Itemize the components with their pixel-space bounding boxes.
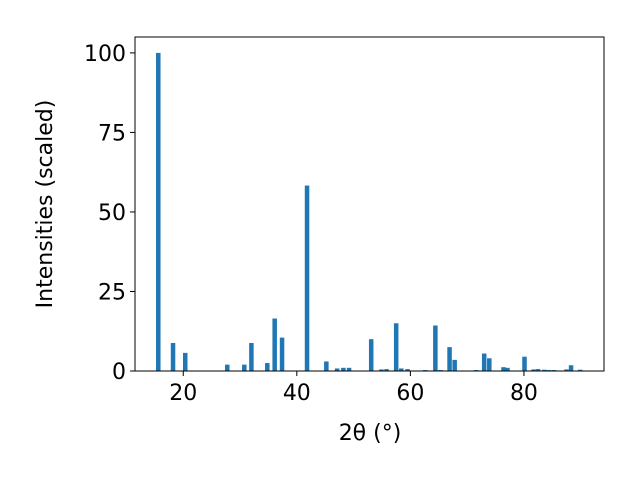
bar [487, 358, 492, 371]
bar [405, 369, 410, 371]
bar [170, 343, 176, 371]
bar [265, 363, 270, 371]
bar [272, 318, 277, 371]
bar [568, 365, 574, 371]
bar [341, 367, 346, 371]
bar [183, 352, 188, 371]
bar [531, 369, 536, 371]
bar [324, 361, 329, 371]
bar [393, 323, 399, 371]
bar [379, 369, 384, 371]
bar [304, 185, 310, 371]
bar [542, 369, 547, 371]
y-tick-label: 50 [98, 201, 126, 226]
bar [433, 325, 438, 371]
bar [522, 356, 527, 371]
bar [481, 353, 487, 371]
bar [156, 52, 161, 372]
bar [535, 369, 541, 371]
bar [501, 367, 506, 371]
y-tick-label: 75 [98, 121, 126, 146]
x-tick-label: 60 [396, 381, 424, 406]
bar [242, 364, 247, 371]
bar [505, 367, 510, 371]
bar [225, 364, 230, 371]
bar [577, 369, 583, 371]
bar [384, 369, 389, 371]
bar [564, 369, 569, 371]
bar [279, 337, 285, 371]
bar [368, 339, 374, 371]
x-tick-label: 80 [510, 381, 538, 406]
x-axis-label: 2θ (°) [339, 421, 402, 446]
y-axis-label: Intensities (scaled) [33, 100, 58, 309]
y-tick-label: 25 [98, 280, 126, 305]
bar [346, 367, 352, 371]
bar [249, 343, 254, 371]
bar [399, 368, 404, 371]
y-tick-label: 100 [84, 42, 126, 67]
bar [447, 347, 452, 371]
x-tick-label: 40 [283, 381, 311, 406]
bar [452, 359, 457, 371]
bar [334, 368, 340, 371]
plot-frame [134, 36, 605, 372]
y-tick-label: 0 [112, 360, 126, 385]
x-tick-label: 20 [169, 381, 197, 406]
